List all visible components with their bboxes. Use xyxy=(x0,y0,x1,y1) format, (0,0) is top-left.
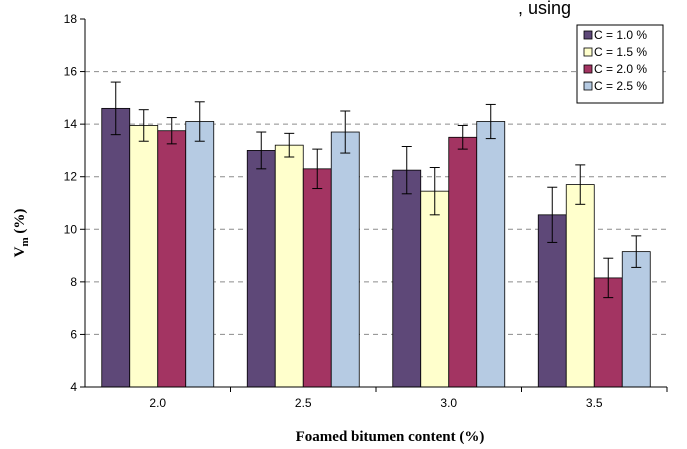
x-tick-label: 3.0 xyxy=(440,396,457,410)
bar xyxy=(621,251,651,388)
y-axis-label: Vm (%) xyxy=(12,209,31,258)
x-tick-labels: 2.0 2.5 3.0 3.5 xyxy=(149,396,603,410)
y-tick-label: 12 xyxy=(64,170,78,184)
legend-label: C = 2.5 % xyxy=(594,79,647,93)
y-axis-label-main: V xyxy=(12,246,28,257)
bar xyxy=(565,184,595,388)
grid-lines xyxy=(85,71,667,335)
legend-swatch xyxy=(583,81,593,91)
legend-label: C = 1.0 % xyxy=(594,28,647,42)
bar xyxy=(537,214,567,388)
y-tick-label: 14 xyxy=(64,117,78,131)
error-bars xyxy=(110,81,642,299)
legend: C = 1.0 % C = 1.5 % C = 2.0 % C = 2.5 % xyxy=(576,24,664,104)
bar xyxy=(476,121,506,388)
bar xyxy=(101,107,131,388)
x-tick-label: 2.5 xyxy=(295,396,312,410)
bar xyxy=(274,144,304,388)
top-text-fragment: , using xyxy=(518,0,571,18)
legend-swatch xyxy=(583,64,593,74)
bars xyxy=(101,107,651,388)
legend-label: C = 2.0 % xyxy=(594,62,647,76)
x-axis-label: Foamed bitumen content (%) xyxy=(296,429,485,445)
bar xyxy=(448,136,478,388)
bar xyxy=(330,131,360,388)
y-axis-label-suffix: (%) xyxy=(12,209,28,238)
y-tick-label: 4 xyxy=(70,380,77,394)
y-tick-label: 6 xyxy=(70,327,77,341)
bar xyxy=(302,168,332,388)
bar xyxy=(157,130,187,388)
y-tick-labels: 4 6 8 10 12 14 16 18 xyxy=(64,12,78,394)
y-tick-label: 18 xyxy=(64,12,78,26)
legend-label: C = 1.5 % xyxy=(594,45,647,59)
x-tick-label: 2.0 xyxy=(149,396,166,410)
y-tick-label: 10 xyxy=(64,222,78,236)
bar xyxy=(185,121,215,388)
y-tick-label: 16 xyxy=(64,65,78,79)
bar xyxy=(129,125,159,388)
x-tick-label: 3.5 xyxy=(586,396,603,410)
y-tick-label: 8 xyxy=(70,275,77,289)
bar xyxy=(392,169,422,388)
y-axis-label-sub: m xyxy=(19,237,31,246)
legend-swatch xyxy=(583,47,593,57)
axes xyxy=(80,18,668,392)
bar xyxy=(420,190,450,388)
legend-swatch xyxy=(583,30,593,40)
bar xyxy=(246,150,276,388)
